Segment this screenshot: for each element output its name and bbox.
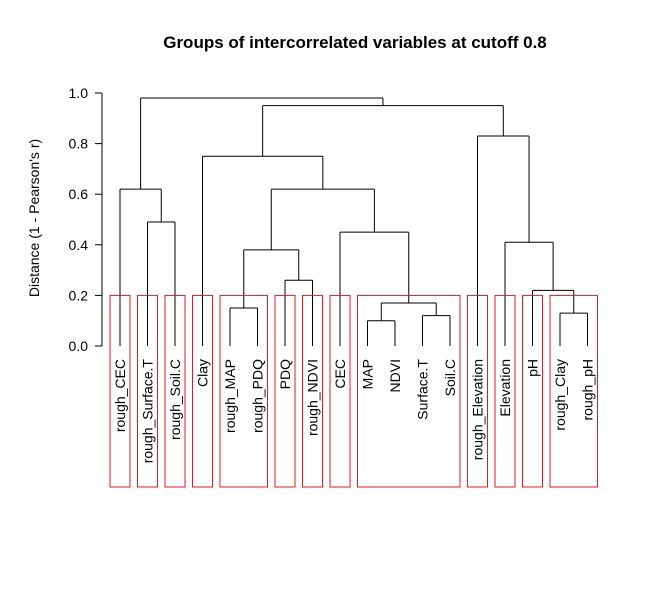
group-box	[192, 294, 213, 488]
y-axis: 0.0 0.2 0.4 0.6 0.8 1.0	[69, 85, 103, 354]
dendrogram-tree	[119, 97, 588, 346]
leaf-label: Elevation	[497, 359, 513, 417]
leaf-label: rough_CEC	[112, 359, 128, 432]
leaf-label: rough_NDVI	[305, 359, 321, 436]
leaf-label: MAP	[360, 359, 376, 389]
leaf-label: rough_PDQ	[250, 359, 266, 433]
group-box	[302, 294, 323, 488]
leaf-label: PDQ	[277, 359, 293, 389]
leaf-label: pH	[525, 359, 541, 377]
leaf-label: CEC	[332, 359, 348, 389]
y-axis-label: Distance (1 - Pearson's r)	[26, 139, 42, 297]
leaf-label: rough_Surface.T	[140, 359, 156, 464]
group-box	[522, 294, 543, 488]
y-tick-label: 0.2	[69, 287, 89, 303]
group-box	[109, 294, 131, 488]
group-box	[494, 294, 516, 488]
y-tick-label: 0.4	[69, 237, 89, 253]
y-tick-label: 0.6	[69, 186, 89, 202]
y-tick-label: 1.0	[69, 85, 89, 101]
group-box	[549, 294, 598, 488]
leaf-label: rough_Clay	[552, 359, 568, 431]
y-tick-label: 0.0	[69, 338, 89, 354]
group-box	[164, 294, 186, 488]
group-box	[357, 294, 461, 488]
leaf-label: Soil.C	[442, 359, 458, 396]
leaf-label: Clay	[195, 359, 211, 387]
leaf-label: rough_MAP	[222, 359, 238, 433]
group-box	[137, 294, 158, 488]
chart-title: Groups of intercorrelated variables at c…	[163, 33, 547, 52]
leaf-label: NDVI	[387, 359, 403, 392]
group-box	[329, 294, 351, 488]
leaf-label: rough_Elevation	[470, 359, 486, 460]
group-box	[219, 294, 268, 488]
cutoff-group-boxes	[109, 294, 598, 488]
group-box	[274, 294, 296, 488]
leaf-label: rough_pH	[580, 359, 596, 421]
leaf-label: Surface.T	[415, 359, 431, 420]
leaf-labels: rough_CEC rough_Surface.T rough_Soil.C Clay…	[112, 359, 596, 464]
leaf-label: rough_Soil.C	[167, 359, 183, 440]
y-tick-label: 0.8	[69, 136, 89, 152]
group-box	[467, 294, 488, 488]
